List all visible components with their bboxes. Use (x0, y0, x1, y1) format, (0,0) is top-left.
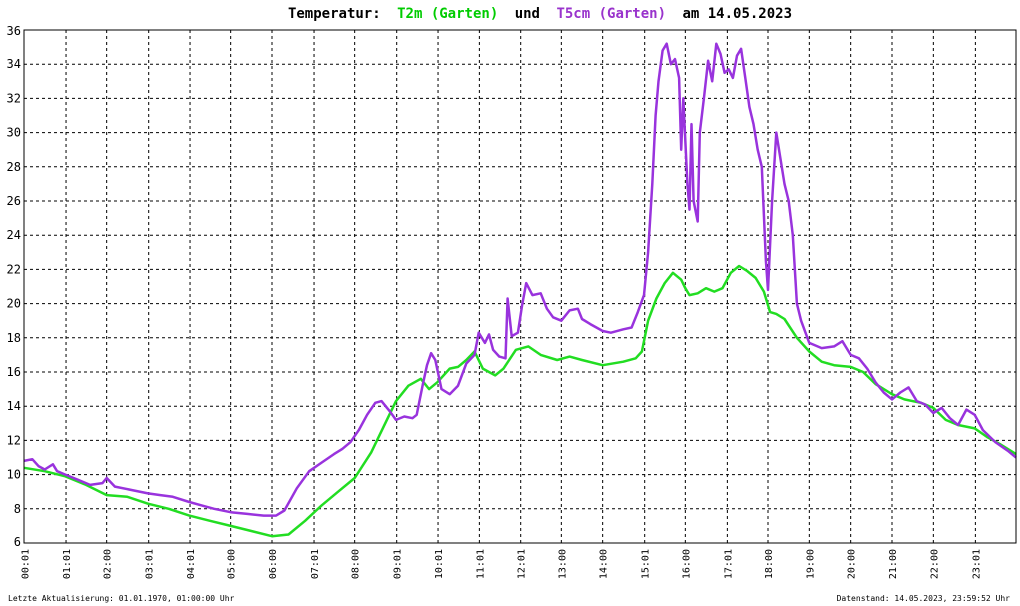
title-series-t2m: T2m (Garten) (397, 6, 498, 22)
plot-frame (23, 29, 1017, 544)
x-tick-label: 22:00 (929, 549, 940, 579)
x-tick-label: 17:01 (723, 549, 734, 579)
title-series-t5cm: T5cm (Garten) (556, 6, 666, 22)
footer-last-update: Letzte Aktualisierung: 01.01.1970, 01:00… (8, 594, 235, 603)
x-tick-label: 13:00 (557, 549, 568, 579)
x-tick-label: 19:00 (805, 549, 816, 579)
y-tick-label: 26 (7, 194, 21, 208)
y-tick-label: 20 (7, 297, 21, 311)
y-tick-label: 6 (14, 535, 21, 549)
title-connector: und (515, 6, 540, 22)
title-prefix: Temperatur: (288, 6, 381, 22)
y-tick-label: 18 (7, 331, 21, 345)
x-tick-label: 02:00 (103, 549, 114, 579)
y-tick-label: 10 (7, 468, 21, 482)
x-tick-label: 16:00 (681, 549, 692, 579)
series-line-t5cm (23, 42, 1017, 517)
series-line-t2m (23, 264, 1017, 538)
x-tick-label: 04:01 (186, 549, 197, 579)
y-tick-label: 16 (7, 365, 21, 379)
x-tick-label: 18:00 (764, 549, 775, 579)
y-tick-label: 28 (7, 160, 21, 174)
x-tick-label: 20:00 (847, 549, 858, 579)
y-tick-label: 14 (7, 399, 21, 413)
x-tick-label: 10:01 (434, 549, 445, 579)
title-suffix: am 14.05.2023 (682, 6, 792, 22)
x-tick-label: 00:01 (21, 549, 32, 579)
x-tick-label: 11:01 (475, 549, 486, 579)
series-lines (23, 42, 1017, 538)
chart-title: Temperatur: T2m (Garten) und T5cm (Garte… (288, 6, 792, 22)
y-tick-label: 24 (7, 228, 21, 242)
x-tick-label: 07:01 (310, 549, 321, 579)
y-tick-label: 22 (7, 262, 21, 276)
x-tick-label: 15:01 (641, 549, 652, 579)
x-tick-label: 09:01 (393, 549, 404, 579)
x-tick-label: 03:01 (145, 549, 156, 579)
x-tick-label: 12:01 (517, 549, 528, 579)
grid-lines (24, 30, 1016, 543)
y-tick-labels: 6 8 10 12 14 16 18 20 22 24 26 28 30 32 34 36 (7, 24, 21, 549)
x-tick-label: 01:01 (62, 549, 73, 579)
y-tick-label: 34 (7, 57, 21, 71)
y-tick-label: 8 (14, 502, 21, 516)
x-tick-label: 21:00 (888, 549, 899, 579)
x-tick-label: 05:00 (227, 549, 238, 579)
y-tick-label: 30 (7, 126, 21, 140)
x-tick-label: 23:01 (971, 549, 982, 579)
y-tick-label: 32 (7, 91, 21, 105)
x-tick-label: 08:00 (351, 549, 362, 579)
y-tick-label: 36 (7, 24, 21, 38)
y-tick-label: 12 (7, 433, 21, 447)
x-tick-label: 14:00 (599, 549, 610, 579)
footer-data-timestamp: Datenstand: 14.05.2023, 23:59:52 Uhr (837, 594, 1011, 603)
x-tick-label: 06:00 (268, 549, 279, 579)
x-tick-labels: 00:01 01:01 02:00 03:01 04:01 05:00 06:00 07:01… (21, 549, 983, 579)
